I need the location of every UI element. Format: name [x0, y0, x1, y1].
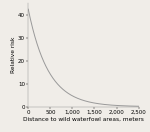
- X-axis label: Distance to wild waterfowl areas, meters: Distance to wild waterfowl areas, meters: [23, 117, 144, 122]
- Y-axis label: Relative risk: Relative risk: [11, 37, 16, 73]
